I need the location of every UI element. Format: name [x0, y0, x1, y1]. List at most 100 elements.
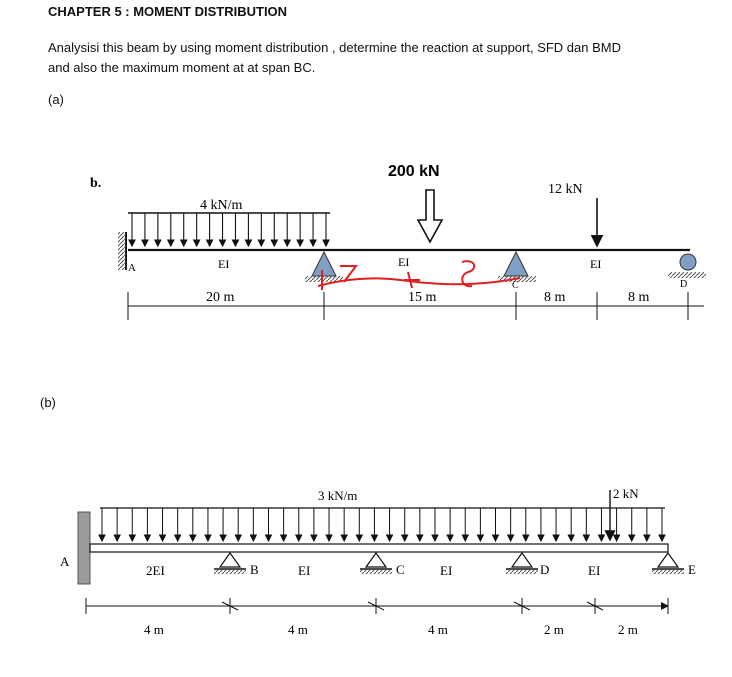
- udl-b-arrowhead: [325, 534, 333, 543]
- ei-label-ab: EI: [218, 257, 229, 271]
- support-a-label: A: [128, 262, 136, 274]
- udl-b-arrowhead: [461, 534, 470, 543]
- ei-label-cd: EI: [590, 257, 601, 271]
- udl-b-arrowhead: [521, 534, 530, 543]
- udl-b-arrowhead: [567, 534, 575, 543]
- udl-b-arrowhead: [385, 534, 394, 543]
- udl-b-arrowhead: [416, 534, 424, 543]
- udl-a-arrowhead: [179, 239, 188, 248]
- support-e: E: [652, 551, 696, 577]
- figure-a: b. 4 kN/m A C D: [90, 163, 706, 320]
- udl-a-arrowhead: [244, 239, 253, 248]
- udl-b-arrowhead: [537, 534, 545, 543]
- udl-b-arrowhead: [158, 534, 167, 543]
- support-d-label: D: [680, 279, 687, 290]
- udl-label: 4 kN/m: [200, 198, 243, 213]
- udl-b-arrowhead: [189, 534, 197, 543]
- chapter-title: CHAPTER 5 : MOMENT DISTRIBUTION: [48, 4, 288, 19]
- udl-b-arrowhead: [249, 534, 258, 543]
- support-b: B: [214, 551, 259, 577]
- span-label-1: 20 m: [206, 290, 235, 305]
- pin-support-b: [305, 250, 343, 282]
- ei-label-bc: EI: [398, 255, 409, 269]
- beam-b: [89, 543, 669, 553]
- figure-label: b.: [90, 176, 101, 191]
- udl-a-arrowhead: [128, 239, 136, 248]
- point-load-12: 12 kN: [548, 182, 604, 248]
- udl-a-arrowhead: [309, 239, 317, 248]
- span-label-4: 8 m: [628, 290, 650, 305]
- udl-b-arrowhead: [173, 534, 182, 543]
- udl-b-arrowhead: [143, 534, 152, 543]
- udl-a-arrowhead: [153, 239, 162, 248]
- dimension-line-a: [127, 292, 704, 320]
- ei-label-b4: EI: [588, 563, 600, 578]
- support-d: D: [506, 551, 549, 577]
- pin-support-c: C: [498, 250, 536, 291]
- udl-label-b: 3 kN/m: [318, 488, 357, 503]
- support-b-label: B: [250, 562, 259, 577]
- span-label-b4: 2 m: [544, 622, 564, 637]
- udl-b-arrowhead: [431, 534, 439, 543]
- point-load-label-b: 2 kN: [613, 486, 639, 501]
- support-c-label: C: [512, 280, 519, 291]
- udl-a-arrowhead: [218, 239, 227, 248]
- udl-load-a: 4 kN/m: [128, 198, 330, 248]
- ei-label-b1: 2EI: [146, 563, 165, 578]
- udl-b-arrowhead: [340, 534, 348, 543]
- support-e-label: E: [688, 562, 696, 577]
- question-text-line1: Analysisi this beam by using moment dist…: [48, 40, 621, 55]
- udl-b-arrowhead: [446, 534, 454, 543]
- udl-a-arrowhead: [141, 239, 149, 248]
- udl-b-arrowhead: [279, 534, 288, 543]
- udl-a-arrowhead: [257, 239, 266, 248]
- span-label-3: 8 m: [544, 290, 566, 305]
- udl-b-arrowhead: [612, 534, 621, 543]
- udl-b-arrowhead: [204, 534, 212, 543]
- support-c: C: [360, 551, 405, 577]
- udl-b-arrowhead: [597, 534, 606, 543]
- udl-b-arrowhead: [113, 534, 121, 543]
- udl-b-arrowhead: [552, 534, 560, 543]
- udl-b-arrowhead: [310, 534, 318, 543]
- span-label-b2: 4 m: [288, 622, 308, 637]
- udl-b-arrowhead: [98, 534, 106, 543]
- udl-a-arrowhead: [205, 239, 214, 248]
- roller-support-d: D: [668, 253, 706, 290]
- udl-a-arrowhead: [192, 239, 201, 248]
- udl-a-arrowhead: [166, 239, 175, 248]
- point-load-200: 200 kN: [388, 163, 444, 244]
- udl-b-arrowhead: [294, 534, 303, 543]
- fixed-support-a: A: [118, 232, 136, 274]
- fixed-support-a-b: A: [60, 511, 91, 585]
- question-text-line2: and also the maximum moment at at span B…: [48, 60, 316, 75]
- udl-b-arrowhead: [234, 534, 243, 543]
- udl-b-arrowhead: [476, 534, 485, 543]
- part-b-label: (b): [40, 395, 56, 410]
- ei-label-b3: EI: [440, 563, 452, 578]
- udl-b-arrowhead: [219, 534, 227, 543]
- udl-a-arrowhead: [322, 239, 330, 248]
- support-a-label-b: A: [60, 554, 70, 569]
- udl-b-arrowhead: [643, 534, 651, 543]
- udl-b-arrowhead: [264, 534, 273, 543]
- udl-b-arrowhead: [506, 534, 515, 543]
- udl-b-arrowhead: [370, 534, 379, 543]
- ei-label-b2: EI: [298, 563, 310, 578]
- udl-a-arrowhead: [270, 239, 279, 248]
- point-load-2-label: 12 kN: [548, 182, 583, 197]
- figure-b: 3 kN/m 2 kN A B C D: [60, 486, 696, 637]
- support-c-label-b: C: [396, 562, 405, 577]
- udl-b-arrowhead: [355, 534, 364, 543]
- udl-b-arrowhead: [627, 534, 636, 543]
- udl-a-arrowhead: [296, 239, 305, 248]
- point-load-1-label: 200 kN: [388, 163, 440, 180]
- span-label-b3: 4 m: [428, 622, 448, 637]
- handwritten-annotation: [317, 260, 521, 290]
- span-label-2: 15 m: [408, 290, 437, 305]
- support-d-label-b: D: [540, 562, 549, 577]
- span-label-b1: 4 m: [144, 622, 164, 637]
- udl-b-arrowhead: [658, 534, 666, 543]
- udl-b-arrowhead: [400, 534, 409, 543]
